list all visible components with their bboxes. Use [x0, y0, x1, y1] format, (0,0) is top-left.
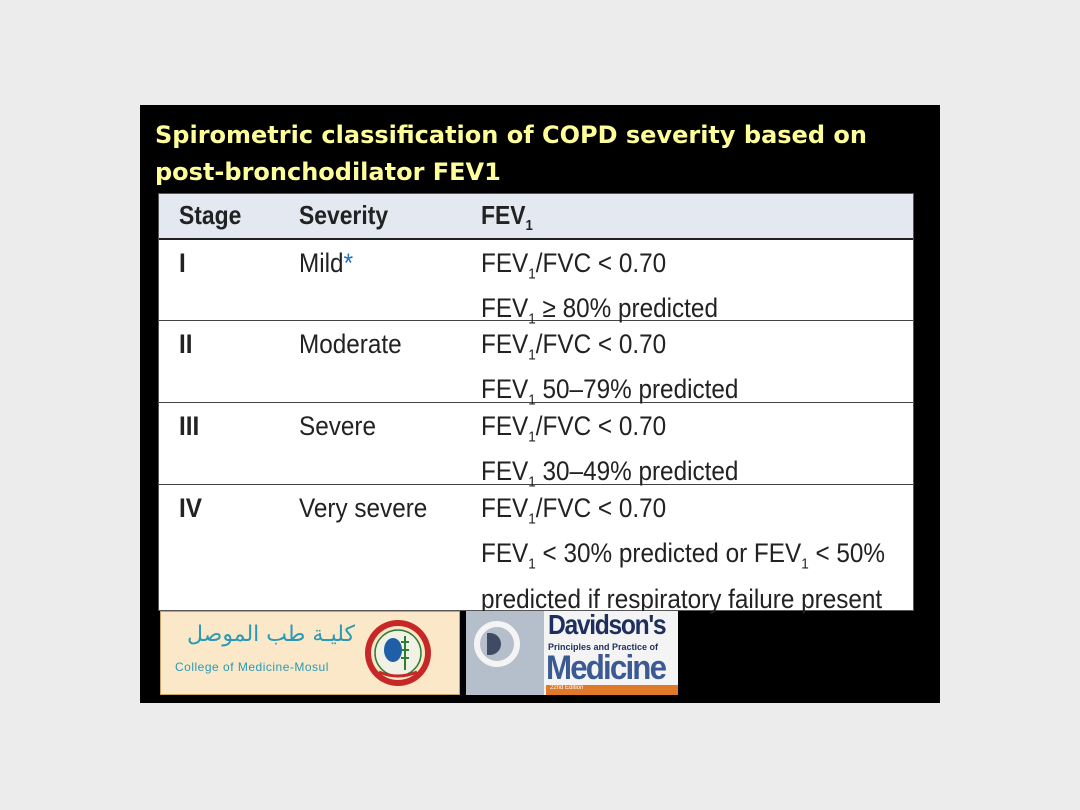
college-seal-icon: [365, 620, 431, 686]
header-fev: FEV1: [481, 200, 533, 235]
table-row-stage-i: I Mild* FEV1/FVC < 0.70 FEV1 ≥ 80% predi…: [159, 240, 913, 328]
stage-cell: II: [179, 329, 193, 359]
table-row-stage-ii: II Moderate FEV1/FVC < 0.70 FEV1 50–79% …: [159, 321, 913, 409]
fev-criteria-cell: FEV1/FVC < 0.70 FEV1 50–79% predicted: [481, 329, 739, 409]
footnote-asterisk: *: [343, 248, 354, 278]
college-arabic-name: كليـة طب الموصل: [187, 622, 355, 647]
ring-icon: [474, 621, 520, 667]
fev-criteria-cell: FEV1/FVC < 0.70 FEV1 ≥ 80% predicted: [481, 248, 718, 328]
severity-cell: Moderate: [299, 329, 402, 359]
college-english-name: College of Medicine-Mosul: [175, 660, 329, 674]
table-header-row: Stage Severity FEV1: [159, 194, 913, 240]
fev-criteria-cell: FEV1/FVC < 0.70 FEV1 30–49% predicted: [481, 411, 739, 491]
severity-cell: Severe: [299, 411, 377, 441]
davidson-title: Davidson's: [548, 611, 667, 640]
stage-cell: I: [179, 248, 186, 278]
slide-title: Spirometric classification of COPD sever…: [155, 121, 867, 186]
edition-label: 22nd Edition: [550, 685, 584, 691]
davidson-subtitle: Principles and Practice of: [548, 642, 659, 652]
severity-cell: Mild*: [299, 248, 354, 278]
stage-cell: IV: [179, 493, 202, 523]
college-of-medicine-mosul-logo: كليـة طب الموصل College of Medicine-Mosu…: [160, 611, 460, 695]
severity-cell: Very severe: [299, 493, 428, 523]
fev-criteria-cell: FEV1/FVC < 0.70 FEV1 < 30% predicted or …: [481, 493, 886, 614]
slide: Spirometric classification of COPD sever…: [140, 105, 940, 703]
logo-footer: كليـة طب الموصل College of Medicine-Mosu…: [158, 611, 912, 697]
table-row-stage-iii: III Severe FEV1/FVC < 0.70 FEV1 30–49% p…: [159, 403, 913, 491]
davidson-medicine-word: Medicine: [546, 649, 667, 687]
davidsons-medicine-logo: Davidson's Principles and Practice of Me…: [466, 611, 678, 695]
edition-bar: 22nd Edition: [546, 685, 678, 695]
header-severity: Severity: [299, 200, 389, 230]
table-row-stage-iv: IV Very severe FEV1/FVC < 0.70 FEV1 < 30…: [159, 485, 913, 614]
stage-cell: III: [179, 411, 200, 441]
header-stage: Stage: [179, 200, 242, 230]
copd-classification-table: Stage Severity FEV1 I Mild* FEV1/FVC < 0…: [158, 193, 914, 614]
